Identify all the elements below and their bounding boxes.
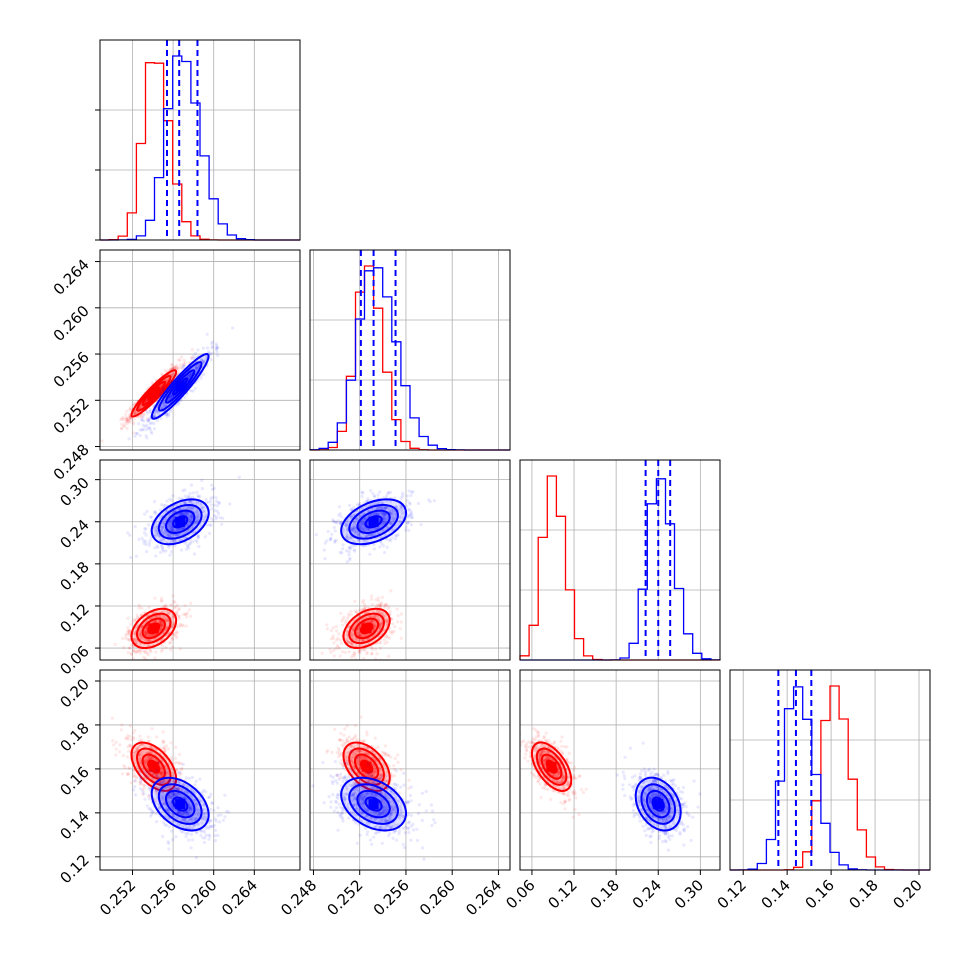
histogram-panel-0 (99, 39, 301, 241)
density-peak (175, 516, 186, 527)
y-tick-label: 0.06 (56, 642, 92, 678)
x-tick-label: 0.12 (714, 876, 750, 912)
contours-0 (530, 741, 573, 792)
panel-frame (309, 669, 511, 871)
x-tick-label: 0.252 (96, 876, 139, 919)
histogram-panel-1 (309, 249, 511, 451)
x-tick-label: 0.18 (846, 876, 882, 912)
density-peak (546, 761, 557, 772)
density-peak (361, 623, 372, 634)
panel-frame (309, 249, 511, 451)
x-tick-label: 0.06 (502, 876, 538, 912)
density-peak (175, 799, 186, 810)
histogram-series-1 (520, 478, 721, 661)
y-tick-label: 0.12 (56, 851, 92, 887)
x-tick-label: 0.264 (462, 876, 505, 919)
contours-1 (150, 353, 210, 420)
scatter-panel-2-0 (100, 460, 300, 660)
density-peak (368, 799, 379, 810)
histogram-series-1 (309, 267, 510, 451)
grid-lines (310, 670, 510, 870)
y-tick-label: 0.248 (50, 441, 93, 484)
scatter-panel-3-2 (520, 670, 720, 870)
y-tick-label: 0.18 (56, 558, 92, 594)
x-tick-label: 0.18 (587, 876, 623, 912)
grid-lines (730, 670, 930, 870)
y-tick-label: 0.12 (56, 600, 92, 636)
grid-lines (100, 670, 300, 870)
x-tick-label: 0.256 (370, 876, 413, 919)
panel-frame (99, 459, 301, 661)
contours-1 (634, 776, 682, 832)
panel-frame (309, 459, 511, 661)
contours-0 (130, 369, 178, 418)
scatter-panel-3-0 (100, 670, 300, 870)
contours-0 (130, 607, 178, 650)
scatter-panel-1-0 (100, 250, 300, 450)
panel-frame (99, 249, 301, 451)
x-tick-label: 0.20 (889, 876, 925, 912)
x-tick-label: 0.24 (629, 876, 665, 912)
histogram-panel-2 (519, 459, 721, 661)
density-peak (148, 623, 159, 634)
y-tick-label: 0.20 (56, 675, 92, 711)
contours-1 (150, 776, 210, 832)
panel-frame (729, 669, 931, 871)
x-tick-label: 0.264 (218, 876, 261, 919)
y-tick-label: 0.260 (50, 302, 93, 345)
panel-frame (519, 459, 721, 661)
contours-0 (342, 607, 391, 650)
y-tick-label: 0.16 (56, 763, 92, 799)
x-tick-label: 0.14 (758, 876, 794, 912)
histogram-panel-3 (729, 669, 931, 871)
grid-lines (310, 460, 510, 660)
grid-lines (520, 670, 720, 870)
density-peak (361, 761, 372, 772)
panel-frame (99, 669, 301, 871)
contours-1 (340, 776, 407, 832)
grid-lines (520, 460, 720, 660)
y-tick-label: 0.264 (50, 256, 93, 299)
grid-lines (310, 250, 510, 450)
y-tick-label: 0.14 (56, 807, 92, 843)
x-tick-label: 0.260 (177, 876, 220, 919)
density-peak (148, 388, 159, 399)
histogram-series-0 (519, 475, 720, 661)
grid-lines (100, 250, 300, 450)
y-tick-label: 0.256 (50, 348, 93, 391)
panel-frame (519, 669, 721, 871)
density-peak (368, 516, 379, 527)
x-tick-label: 0.12 (545, 876, 581, 912)
x-tick-label: 0.30 (671, 876, 707, 912)
x-tick-label: 0.260 (416, 876, 459, 919)
scatter-panel-2-1 (310, 460, 510, 660)
density-peak (653, 799, 664, 810)
y-tick-label: 0.24 (56, 516, 92, 552)
y-tick-label: 0.252 (50, 394, 93, 437)
x-tick-label: 0.252 (323, 876, 366, 919)
x-tick-label: 0.256 (137, 876, 180, 919)
density-peak (148, 761, 159, 772)
density-peak (175, 381, 186, 392)
contours-1 (340, 498, 407, 546)
contours-1 (150, 498, 210, 546)
scatter-panel-3-1 (310, 670, 510, 870)
panel-frame (99, 39, 301, 241)
y-tick-label: 0.18 (56, 719, 92, 755)
x-tick-label: 0.248 (277, 876, 320, 919)
x-tick-label: 0.16 (802, 876, 838, 912)
